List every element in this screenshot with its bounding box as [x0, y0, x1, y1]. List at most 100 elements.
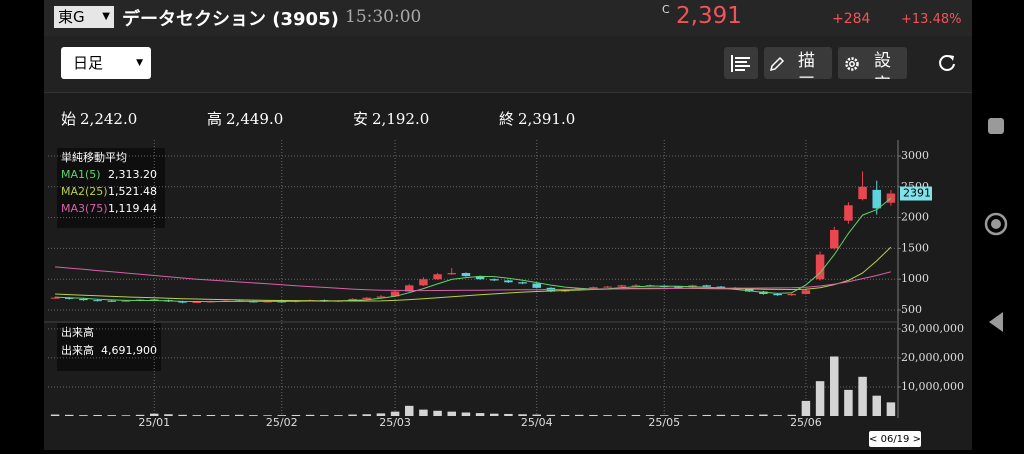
candle-body — [801, 290, 811, 294]
change-pct: +13.48% — [901, 12, 962, 27]
ma-legend-value: 1,521.48 — [108, 185, 157, 198]
ohlc-label: 安 — [353, 110, 369, 128]
candle-body — [532, 283, 541, 288]
candle-body — [376, 296, 386, 298]
market: 東G — [58, 8, 85, 26]
candle-body — [589, 287, 598, 289]
x-tick-label: 25/03 — [379, 416, 411, 429]
ma-legend-title: 単純移動平均 — [61, 150, 127, 164]
draw-button[interactable]: 描画 — [764, 47, 832, 79]
volume-bar — [390, 411, 400, 416]
ohlc-label: 終 — [499, 110, 515, 128]
volume-bar — [830, 356, 839, 416]
volume-bar — [518, 414, 527, 416]
candle-body — [79, 298, 88, 301]
volume-bar — [50, 414, 60, 416]
x-tick-label: 25/04 — [521, 416, 553, 429]
volume-bar — [645, 415, 655, 416]
ohlc-label: 高 — [207, 110, 223, 128]
period-select[interactable]: 日足 ▼ — [61, 47, 151, 79]
volume-bar — [858, 376, 867, 416]
y-tick-label: 10,000,000 — [901, 380, 964, 393]
back-button[interactable] — [989, 312, 1003, 332]
candle-body — [65, 297, 74, 299]
volume-bar — [320, 415, 329, 416]
candle-body — [844, 205, 853, 221]
candle-body — [886, 193, 896, 203]
candle-body — [787, 293, 796, 296]
volume-legend-title: 出来高 — [61, 325, 94, 339]
volume-bar — [93, 414, 102, 416]
toolbar: 日足▼ 描画 設定 — [44, 36, 972, 92]
candle-body — [858, 186, 867, 200]
candle-body — [475, 276, 485, 280]
volume-bar — [362, 414, 371, 416]
y-tick-label: 1500 — [901, 241, 929, 254]
volume-bar — [546, 414, 556, 416]
volume-bar — [660, 415, 669, 416]
candle-body — [716, 286, 726, 288]
candle-body — [461, 273, 471, 277]
home-dot — [991, 219, 1001, 229]
ma-line — [55, 266, 892, 292]
ma-legend-name: MA1(5) — [61, 168, 101, 181]
settings-button[interactable]: 設定 — [838, 47, 907, 79]
recents-button[interactable] — [988, 118, 1004, 134]
system-nav — [972, 0, 1024, 450]
stock-name: データセクション (3905) — [122, 9, 339, 30]
candle-body — [773, 293, 782, 296]
refresh-button[interactable] — [936, 52, 958, 74]
candle-body — [362, 297, 371, 299]
candle-body — [50, 297, 60, 299]
draw-label: 描画 — [798, 51, 815, 79]
volume-bar — [674, 415, 683, 416]
y-tick-label: 2000 — [901, 211, 929, 224]
volume-bar — [206, 414, 216, 416]
volume-bar — [334, 415, 343, 416]
volume-bar — [235, 414, 244, 416]
x-tick-label: 25/06 — [790, 416, 822, 429]
ma-legend-name: MA2(25) — [61, 185, 108, 198]
volume-bar — [79, 415, 88, 416]
volume-bar — [192, 415, 201, 416]
market-select[interactable]: 東G ▼ — [54, 6, 114, 28]
volume-bar — [872, 395, 881, 416]
candle-body — [815, 254, 825, 280]
volume-bar — [730, 415, 740, 416]
y-tick-label: 3000 — [901, 149, 929, 162]
ohlc-value: 2,391.0 — [518, 110, 576, 128]
candle-body — [617, 285, 626, 287]
candle-body — [178, 301, 187, 303]
layout-button[interactable] — [724, 47, 758, 79]
volume-bar — [164, 414, 173, 416]
volume-bar — [263, 415, 272, 416]
volume-bar — [716, 414, 726, 416]
volume-bar — [603, 415, 612, 416]
volume-bar — [65, 414, 74, 416]
volume-bar — [220, 415, 230, 416]
pencil-icon — [769, 56, 785, 72]
cursor-date: < 06/19 > — [869, 434, 921, 445]
header: 東G ▼ データセクション (3905) 15:30:00 C 2,391 +28… — [44, 0, 972, 36]
ohlc-value: 2,192.0 — [372, 110, 430, 128]
ma-legend-name: MA3(75) — [61, 202, 108, 215]
volume-legend-name: 出来高 — [61, 343, 94, 357]
y-tick-label: 30,000,000 — [901, 322, 964, 335]
volume-bar — [773, 415, 782, 416]
volume-bar — [815, 381, 825, 416]
y-tick-label: 1000 — [901, 272, 929, 285]
y-tick-label: 500 — [901, 303, 922, 316]
volume-bar — [249, 415, 258, 416]
volume-bar — [447, 411, 456, 416]
volume-bar — [631, 414, 641, 416]
cursor-date-box — [869, 431, 921, 447]
volume-bar — [405, 405, 414, 416]
ma-line — [55, 246, 892, 302]
settings-label: 設定 — [874, 51, 891, 79]
ohlc-item: 始 2,242.0 — [61, 108, 137, 129]
home-button[interactable] — [984, 212, 1008, 236]
ma-line — [55, 197, 892, 303]
y-tick-label: 20,000,000 — [901, 351, 964, 364]
candle-body — [504, 280, 513, 283]
